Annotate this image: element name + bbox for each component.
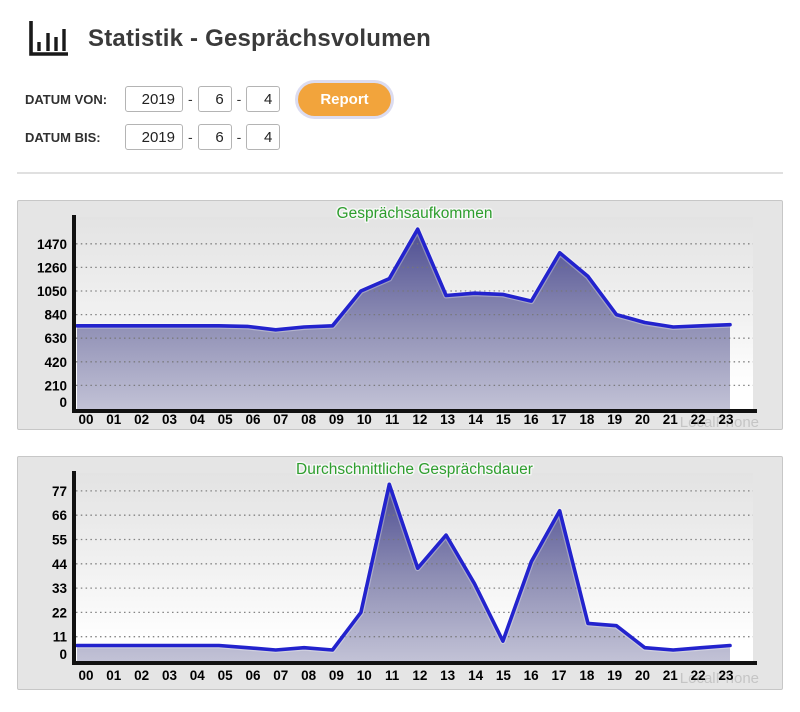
svg-text:15: 15 (496, 412, 512, 427)
svg-text:77: 77 (52, 484, 67, 499)
date-to-row: DATUM BIS: - - (25, 122, 800, 152)
svg-text:840: 840 (44, 308, 67, 323)
svg-text:22: 22 (691, 412, 706, 427)
svg-text:44: 44 (52, 557, 68, 572)
svg-text:14: 14 (468, 412, 484, 427)
svg-text:22: 22 (691, 668, 706, 683)
svg-text:12: 12 (412, 668, 427, 683)
svg-text:13: 13 (440, 668, 456, 683)
svg-text:09: 09 (329, 412, 344, 427)
svg-text:07: 07 (273, 412, 288, 427)
page-header: Statistik - Gesprächsvolumen (0, 0, 800, 60)
svg-text:210: 210 (44, 378, 67, 393)
section-divider (17, 172, 783, 174)
statistics-page: Statistik - Gesprächsvolumen DATUM VON: … (0, 0, 800, 690)
date-from-row: DATUM VON: - - Report (25, 82, 800, 116)
svg-text:01: 01 (106, 668, 122, 683)
svg-text:03: 03 (162, 668, 178, 683)
svg-text:33: 33 (52, 581, 68, 596)
date-separator: - (236, 91, 242, 107)
svg-text:05: 05 (218, 412, 234, 427)
svg-text:20: 20 (635, 668, 650, 683)
svg-text:07: 07 (273, 668, 288, 683)
svg-text:55: 55 (52, 533, 68, 548)
svg-text:0: 0 (59, 647, 67, 662)
svg-text:11: 11 (385, 668, 400, 683)
svg-text:06: 06 (245, 412, 261, 427)
svg-text:15: 15 (496, 668, 512, 683)
svg-text:11: 11 (53, 630, 68, 645)
call-duration-area-chart: LocalPhone 0 11 22 33 44 55 66 77 00 01 02 03 04 05 06 0… (52, 460, 759, 688)
svg-text:06: 06 (245, 668, 261, 683)
svg-text:14: 14 (468, 668, 484, 683)
svg-text:0: 0 (59, 395, 67, 410)
date-to-label: DATUM BIS: (25, 129, 101, 145)
date-separator: - (188, 91, 193, 107)
svg-text:LocalPhone: LocalPhone (680, 414, 759, 429)
svg-text:04: 04 (190, 412, 206, 427)
svg-text:LocalPhone: LocalPhone (680, 670, 759, 687)
chart-panel-call-duration: LocalPhone 0 11 22 33 44 55 66 77 00 01 02 03 04 05 06 0… (17, 456, 783, 690)
svg-text:630: 630 (44, 331, 67, 346)
svg-text:16: 16 (524, 412, 540, 427)
svg-text:18: 18 (579, 668, 595, 683)
svg-text:02: 02 (134, 412, 149, 427)
svg-text:16: 16 (524, 668, 540, 683)
svg-text:18: 18 (579, 412, 595, 427)
svg-text:00: 00 (78, 668, 93, 683)
svg-text:21: 21 (663, 412, 679, 427)
svg-text:21: 21 (663, 668, 679, 683)
svg-text:04: 04 (190, 668, 206, 683)
svg-text:19: 19 (607, 668, 622, 683)
svg-text:22: 22 (52, 605, 67, 620)
date-from-day-input[interactable] (246, 86, 281, 112)
date-from-month-input[interactable] (197, 86, 232, 112)
svg-text:12: 12 (412, 412, 427, 427)
svg-text:1470: 1470 (37, 237, 67, 252)
svg-text:420: 420 (44, 355, 67, 370)
svg-text:08: 08 (301, 412, 317, 427)
chart-panel-call-volume: LocalPhone 0 210 420 630 840 1050 1260 1470 00 01 0… (17, 200, 783, 430)
svg-text:20: 20 (635, 412, 650, 427)
date-separator: - (188, 129, 193, 145)
svg-text:10: 10 (357, 412, 372, 427)
svg-text:19: 19 (607, 412, 622, 427)
svg-text:23: 23 (718, 668, 734, 683)
report-button[interactable]: Report (298, 82, 391, 116)
date-to-month-input[interactable] (197, 124, 232, 150)
date-to-day-input[interactable] (246, 124, 281, 150)
date-from-label: DATUM VON: (25, 91, 108, 107)
bar-chart-icon (25, 18, 72, 60)
date-to-year-input[interactable] (125, 124, 183, 150)
svg-text:1050: 1050 (37, 284, 67, 299)
page-title: Statistik - Gesprächsvolumen (88, 25, 432, 52)
svg-text:Durchschnittliche Gesprächsdau: Durchschnittliche Gesprächsdauer (296, 461, 533, 478)
svg-text:66: 66 (52, 508, 68, 523)
svg-text:13: 13 (440, 412, 456, 427)
date-separator: - (236, 129, 242, 145)
svg-text:23: 23 (718, 412, 734, 427)
svg-text:00: 00 (78, 412, 93, 427)
svg-text:08: 08 (301, 668, 317, 683)
svg-text:09: 09 (329, 668, 344, 683)
svg-text:02: 02 (134, 668, 149, 683)
svg-text:01: 01 (106, 412, 122, 427)
svg-text:05: 05 (218, 668, 234, 683)
svg-text:17: 17 (551, 412, 566, 427)
svg-text:Gesprächsaufkommen: Gesprächsaufkommen (337, 205, 493, 222)
date-filter-form: DATUM VON: - - Report DATUM BIS: - - (0, 60, 800, 152)
date-from-year-input[interactable] (125, 86, 183, 112)
svg-text:17: 17 (551, 668, 566, 683)
svg-text:11: 11 (385, 412, 400, 427)
svg-text:10: 10 (357, 668, 372, 683)
svg-text:1260: 1260 (37, 260, 67, 275)
svg-text:03: 03 (162, 412, 178, 427)
